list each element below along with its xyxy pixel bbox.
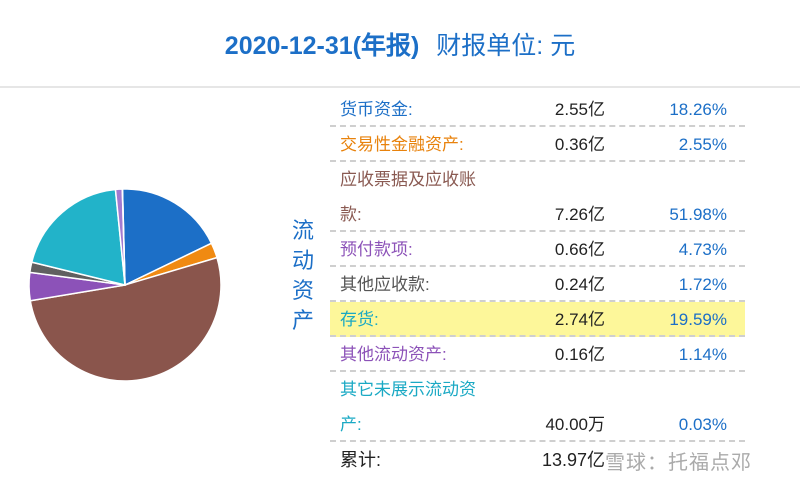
row-amount: 7.26亿	[554, 205, 605, 224]
report-date: 2020-12-31(年报)	[224, 32, 420, 60]
row-percent: 2.55%	[678, 135, 727, 154]
pie-chart	[28, 188, 222, 382]
row-amount: 2.74亿	[554, 310, 605, 329]
total-amount: 13.97亿	[541, 450, 605, 470]
row-percent: 19.59%	[669, 310, 727, 329]
row-label: 预付款项:	[340, 232, 413, 267]
row-label: 其他应收款:	[340, 267, 430, 302]
section-label-char: 资	[291, 278, 314, 303]
table-row: 货币资金: 2.55亿 18.26%	[330, 92, 745, 127]
table-row: 预付款项: 0.66亿 4.73%	[330, 232, 745, 267]
row-percent: 51.98%	[669, 205, 727, 224]
watermark: 雪球：托福点邓	[605, 452, 752, 474]
row-label: 其它未展示流动资 产:	[340, 372, 476, 442]
row-label-line: 货币资金:	[340, 100, 413, 119]
row-label-line: 交易性金融资产:	[340, 135, 464, 154]
table-row: 其他流动资产: 0.16亿 1.14%	[330, 337, 745, 372]
table-row: 存货: 2.74亿 19.59%	[330, 302, 745, 337]
row-percent: 1.72%	[678, 275, 727, 294]
row-amount: 0.16亿	[554, 345, 605, 364]
pie-slice	[30, 188, 126, 286]
row-amount: 0.66亿	[554, 240, 605, 259]
row-label: 交易性金融资产:	[340, 127, 464, 162]
row-amount: 2.55亿	[554, 100, 605, 119]
row-label-line: 其他流动资产:	[340, 345, 447, 364]
row-percent: 18.26%	[669, 100, 727, 119]
page-header: 2020-12-31(年报) 财报单位: 元	[0, 0, 800, 86]
report-unit: 财报单位: 元	[436, 32, 576, 60]
table-row: 其他应收款: 0.24亿 1.72%	[330, 267, 745, 302]
total-label: 累计:	[340, 450, 382, 470]
row-label-line: 存货:	[340, 310, 379, 329]
row-label-line: 其他应收款:	[340, 275, 430, 294]
section-label-char: 产	[291, 308, 314, 333]
row-percent: 1.14%	[678, 345, 727, 364]
row-label-line: 预付款项:	[340, 240, 413, 259]
row-label-line: 款:	[340, 205, 362, 224]
pie-slice	[121, 188, 126, 286]
section-label-char: 动	[291, 248, 314, 273]
section-label-char: 流	[291, 218, 314, 243]
row-label: 存货:	[340, 302, 379, 337]
row-percent: 4.73%	[678, 240, 727, 259]
pie-slice	[121, 188, 213, 287]
row-amount: 0.24亿	[554, 275, 605, 294]
row-label-line: 应收票据及应收账	[340, 170, 476, 189]
table-row: 应收票据及应收账 款: 7.26亿 51.98%	[330, 162, 745, 232]
header-divider	[0, 86, 800, 88]
section-label-current-assets: 流动资产	[288, 216, 318, 336]
row-amount: 40.00万	[545, 415, 605, 434]
row-label-line: 产:	[340, 415, 362, 434]
table-row: 交易性金融资产: 0.36亿 2.55%	[330, 127, 745, 162]
pie-slice	[29, 256, 222, 382]
row-label: 货币资金:	[340, 92, 413, 127]
row-label: 其他流动资产:	[340, 337, 447, 372]
row-amount: 0.36亿	[554, 135, 605, 154]
table-row: 其它未展示流动资 产: 40.00万 0.03%	[330, 372, 745, 442]
row-label: 应收票据及应收账 款:	[340, 162, 476, 232]
row-percent: 0.03%	[678, 415, 727, 434]
row-label-line: 其它未展示流动资	[340, 380, 476, 399]
